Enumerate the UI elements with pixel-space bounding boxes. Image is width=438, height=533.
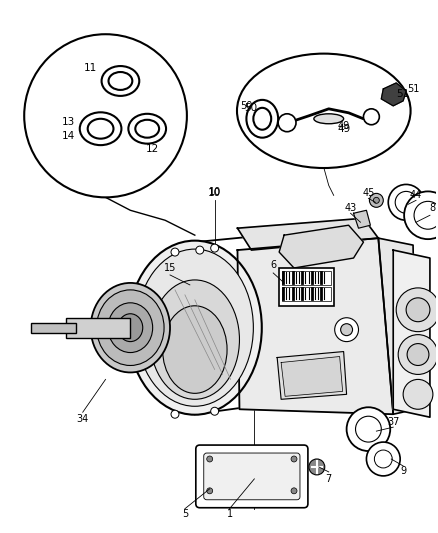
- Circle shape: [207, 488, 213, 494]
- Text: 1: 1: [226, 508, 233, 519]
- Text: 34: 34: [77, 414, 89, 424]
- Circle shape: [374, 450, 392, 468]
- Ellipse shape: [97, 290, 164, 366]
- Circle shape: [211, 407, 219, 415]
- Bar: [66, 318, 131, 337]
- Circle shape: [367, 442, 400, 476]
- Circle shape: [398, 335, 438, 375]
- Circle shape: [211, 244, 219, 252]
- Circle shape: [395, 191, 417, 213]
- Ellipse shape: [314, 114, 344, 124]
- Bar: [31, 322, 76, 333]
- Polygon shape: [393, 250, 430, 417]
- Circle shape: [196, 246, 204, 254]
- Circle shape: [291, 456, 297, 462]
- Circle shape: [24, 34, 187, 197]
- Circle shape: [403, 379, 433, 409]
- Circle shape: [341, 324, 353, 336]
- Ellipse shape: [136, 249, 253, 406]
- Circle shape: [407, 344, 429, 366]
- Circle shape: [373, 197, 379, 203]
- Ellipse shape: [247, 100, 278, 138]
- Circle shape: [291, 488, 297, 494]
- Circle shape: [171, 248, 179, 256]
- Ellipse shape: [109, 72, 132, 90]
- Text: 51: 51: [407, 84, 419, 94]
- Circle shape: [171, 410, 179, 418]
- Ellipse shape: [88, 119, 113, 139]
- FancyBboxPatch shape: [196, 445, 308, 508]
- Circle shape: [404, 191, 438, 239]
- Text: 5: 5: [182, 508, 188, 519]
- Circle shape: [388, 184, 424, 220]
- Ellipse shape: [253, 108, 271, 130]
- Ellipse shape: [162, 306, 227, 393]
- Text: 50: 50: [240, 101, 253, 111]
- Text: 37: 37: [387, 417, 399, 427]
- Polygon shape: [281, 357, 343, 397]
- Bar: [279, 268, 334, 306]
- Circle shape: [356, 416, 381, 442]
- Text: 7: 7: [325, 474, 332, 484]
- Polygon shape: [237, 238, 393, 414]
- Text: 44: 44: [410, 190, 422, 200]
- Text: 51: 51: [396, 89, 410, 99]
- Text: 15: 15: [164, 263, 176, 273]
- Ellipse shape: [102, 66, 139, 96]
- Circle shape: [414, 201, 438, 229]
- Bar: [282, 271, 331, 285]
- Text: 11: 11: [84, 63, 97, 73]
- Ellipse shape: [128, 114, 166, 144]
- Ellipse shape: [91, 283, 170, 373]
- Polygon shape: [277, 352, 346, 399]
- Text: 12: 12: [145, 143, 159, 154]
- Circle shape: [309, 459, 325, 475]
- Ellipse shape: [135, 120, 159, 138]
- Circle shape: [364, 109, 379, 125]
- Circle shape: [396, 288, 438, 332]
- Bar: [282, 287, 331, 301]
- Ellipse shape: [237, 54, 410, 168]
- Circle shape: [369, 193, 383, 207]
- Text: 9: 9: [400, 466, 406, 476]
- Text: 13: 13: [62, 117, 75, 127]
- Polygon shape: [279, 225, 364, 268]
- Text: 14: 14: [62, 131, 75, 141]
- Circle shape: [207, 456, 213, 462]
- Ellipse shape: [118, 314, 143, 342]
- Polygon shape: [353, 211, 371, 228]
- Circle shape: [278, 114, 296, 132]
- Text: 49: 49: [338, 121, 350, 131]
- Polygon shape: [237, 218, 378, 250]
- Text: 6: 6: [270, 260, 276, 270]
- Polygon shape: [381, 83, 406, 106]
- Polygon shape: [378, 238, 416, 414]
- Circle shape: [335, 318, 358, 342]
- Ellipse shape: [150, 280, 240, 399]
- FancyBboxPatch shape: [204, 453, 300, 500]
- Ellipse shape: [128, 240, 262, 415]
- Ellipse shape: [80, 112, 121, 145]
- Text: 10: 10: [208, 188, 221, 197]
- Text: 50: 50: [244, 103, 257, 113]
- Circle shape: [406, 298, 430, 322]
- Text: 10: 10: [208, 188, 221, 198]
- Circle shape: [346, 407, 390, 451]
- Text: 43: 43: [344, 203, 357, 213]
- Text: 49: 49: [337, 124, 350, 134]
- Text: 8: 8: [430, 203, 436, 213]
- Ellipse shape: [108, 303, 153, 352]
- Text: 45: 45: [362, 188, 374, 198]
